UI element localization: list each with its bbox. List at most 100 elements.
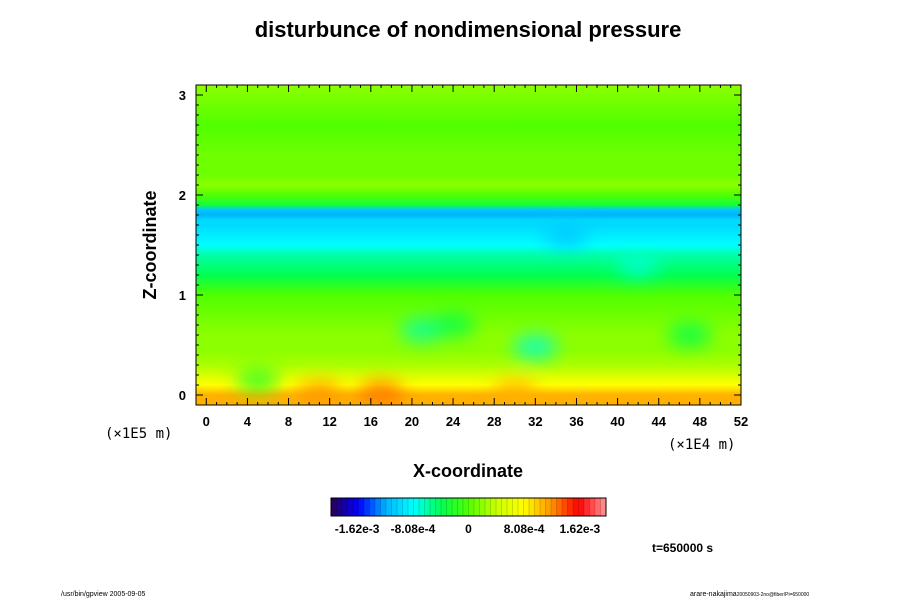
- x-axis-label: X-coordinate: [413, 461, 523, 481]
- colorbar-label: 8.08e-4: [504, 522, 545, 536]
- colorbar-cell: [353, 498, 359, 516]
- field-blob: [359, 381, 404, 405]
- colorbar-cell: [518, 498, 524, 516]
- colorbar-cell: [589, 498, 596, 516]
- colorbar-cell: [347, 498, 354, 516]
- colorbar-cell: [595, 498, 601, 516]
- field-blob: [616, 253, 661, 277]
- x-tick-label: 20: [405, 414, 419, 429]
- x-tick-label: 40: [610, 414, 624, 429]
- colorbar-frame: [330, 497, 607, 517]
- x-tick-label: 12: [322, 414, 336, 429]
- x-tick-label: 0: [203, 414, 210, 429]
- chart-title: disturbunce of nondimensional pressure: [255, 17, 682, 42]
- y-axis-label: Z-coordinate: [140, 190, 160, 299]
- colorbar-label: -1.62e-3: [335, 522, 380, 536]
- colorbar-label: 0: [465, 522, 472, 536]
- x-unit-label: (×1E4 m): [668, 437, 735, 453]
- colorbar-cell: [490, 498, 497, 516]
- colorbar-cell: [501, 498, 508, 516]
- colorbar-cell: [468, 498, 475, 516]
- x-ticks: 0 4 8 12 16 20 24 28 32 36 40 44 48 52: [195, 85, 748, 429]
- footer-right: arare-nakajima20050903-2no@fiber/Pi=6500…: [690, 591, 809, 598]
- colorbar-cell: [408, 498, 414, 516]
- y-tick-label: 3: [179, 88, 186, 103]
- colorbar-cell: [446, 498, 453, 516]
- colorbar-cell: [485, 498, 491, 516]
- colorbar-cell: [364, 498, 370, 516]
- colorbar-cell: [452, 498, 458, 516]
- colorbar-cell: [457, 498, 464, 516]
- colorbar-cell: [430, 498, 436, 516]
- x-tick-label: 48: [693, 414, 707, 429]
- field-blob: [667, 323, 712, 347]
- colorbar-cell: [496, 498, 502, 516]
- field-blob: [513, 335, 558, 359]
- field-blob: [297, 381, 342, 405]
- field-features: [235, 223, 712, 405]
- colorbar-cell: [369, 498, 376, 516]
- colorbar-cell: [413, 498, 420, 516]
- colorbar-cell: [375, 498, 381, 516]
- colorbar-cell: [523, 498, 530, 516]
- colorbar-cell: [567, 498, 574, 516]
- field-blob: [544, 223, 589, 247]
- colorbar-cell: [534, 498, 541, 516]
- colorbar-label: 1.62e-3: [560, 522, 601, 536]
- colorbar-cell: [529, 498, 535, 516]
- colorbar-cell: [562, 498, 568, 516]
- colorbar-cell: [584, 498, 590, 516]
- colorbar-cell: [386, 498, 392, 516]
- colorbar-cell: [551, 498, 557, 516]
- field-blob: [492, 380, 537, 404]
- colorbar-label: -8.08e-4: [391, 522, 436, 536]
- colorbar-cell: [397, 498, 403, 516]
- x-tick-label: 8: [285, 414, 292, 429]
- colorbar-cell: [419, 498, 425, 516]
- y-tick-label: 1: [179, 288, 186, 303]
- x-tick-label: 36: [569, 414, 583, 429]
- colorbar-cell: [391, 498, 398, 516]
- colorbar-cell: [441, 498, 447, 516]
- footer-left: /usr/bin/gpview 2005-09-05: [61, 591, 146, 598]
- y-ticks: 0 1 2 3: [179, 88, 741, 403]
- x-tick-label: 52: [734, 414, 748, 429]
- colorbar-cell: [402, 498, 409, 516]
- colorbar-cell: [507, 498, 513, 516]
- colorbar-cells: [331, 498, 607, 516]
- colorbar-cell: [474, 498, 480, 516]
- field-blob: [235, 368, 280, 392]
- colorbar-cell: [540, 498, 546, 516]
- y-tick-label: 2: [179, 188, 186, 203]
- colorbar: -1.62e-3 -8.08e-4 0 8.08e-4 1.62e-3: [330, 497, 607, 536]
- colorbar-cell: [463, 498, 469, 516]
- field-blob: [431, 313, 476, 337]
- x-tick-label: 44: [652, 414, 667, 429]
- x-tick-label: 28: [487, 414, 501, 429]
- x-tick-label: 16: [364, 414, 378, 429]
- y-tick-label: 0: [179, 388, 186, 403]
- y-unit-label: (×1E5 m): [105, 426, 172, 442]
- colorbar-cell: [358, 498, 365, 516]
- colorbar-cell: [545, 498, 552, 516]
- footer-right-small: 20050903-2no@fiber/Pi=650000: [737, 592, 810, 598]
- x-tick-label: 32: [528, 414, 542, 429]
- colorbar-cell: [342, 498, 348, 516]
- colorbar-cell: [556, 498, 563, 516]
- footer-right-main: arare-nakajima: [690, 591, 737, 598]
- colorbar-cell: [512, 498, 519, 516]
- colorbar-cell: [424, 498, 431, 516]
- x-tick-label: 24: [446, 414, 461, 429]
- pressure-field: [196, 85, 741, 405]
- colorbar-cell: [331, 498, 337, 516]
- time-label: t=650000 s: [652, 541, 713, 555]
- colorbar-cell: [600, 498, 607, 516]
- colorbar-cell: [435, 498, 442, 516]
- colorbar-cell: [336, 498, 343, 516]
- colorbar-cell: [479, 498, 486, 516]
- colorbar-cell: [380, 498, 387, 516]
- x-tick-label: 4: [244, 414, 252, 429]
- colorbar-labels: -1.62e-3 -8.08e-4 0 8.08e-4 1.62e-3: [335, 522, 601, 536]
